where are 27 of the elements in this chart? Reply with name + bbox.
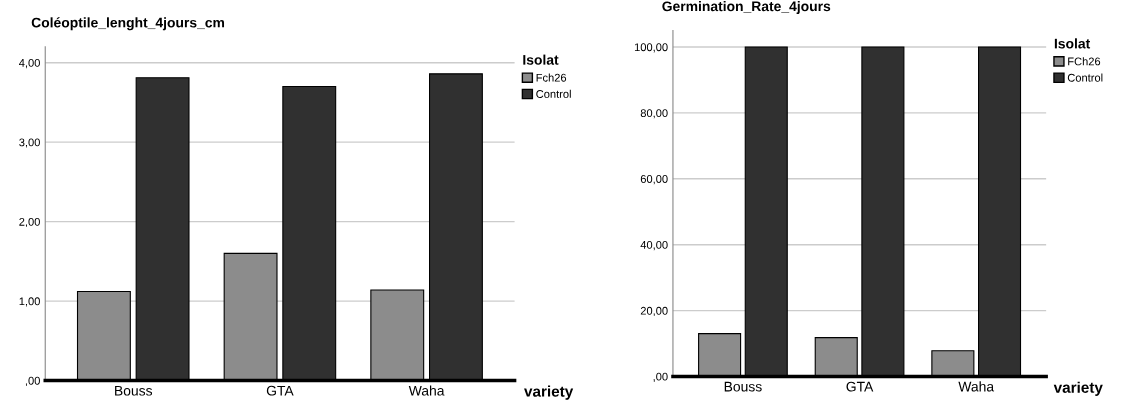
legend-title: Isolat bbox=[523, 54, 559, 65]
x-tick-label: GTA bbox=[846, 381, 874, 392]
x-tick-label: Waha bbox=[958, 381, 995, 392]
chart-title: Germination_Rate_4jours bbox=[662, 1, 831, 14]
legend-label: Fch26 bbox=[536, 73, 567, 82]
y-tick-label: ,00 bbox=[25, 376, 40, 386]
x-tick-label: Waha bbox=[408, 385, 445, 396]
y-tick-label: 60,00 bbox=[640, 175, 668, 185]
x-tick-label: Bouss bbox=[115, 385, 153, 396]
y-tick-label: 1,00 bbox=[19, 297, 40, 307]
x-axis-title: variety bbox=[1053, 381, 1103, 396]
y-tick-label: 4,00 bbox=[19, 58, 40, 69]
y-tick-label: 40,00 bbox=[640, 240, 668, 251]
chart-title: Coléoptile_lenght_4jours_cm bbox=[31, 17, 225, 31]
x-tick-label: Bouss bbox=[724, 381, 762, 392]
y-tick-label: 20,00 bbox=[640, 306, 668, 317]
legend-label: FCh26 bbox=[1068, 57, 1101, 66]
legend-label: Control bbox=[1067, 73, 1103, 82]
y-tick-label: 100,00 bbox=[634, 43, 668, 53]
y-tick-label: ,00 bbox=[653, 372, 668, 382]
y-tick-label: 80,00 bbox=[640, 109, 668, 119]
legend-label: Control bbox=[536, 89, 571, 98]
legend-title: Isolat bbox=[1054, 38, 1091, 49]
y-tick-label: 2,00 bbox=[19, 217, 40, 228]
x-axis-title: variety bbox=[524, 385, 574, 400]
y-tick-label: 3,00 bbox=[19, 138, 40, 148]
x-tick-label: GTA bbox=[266, 385, 294, 396]
